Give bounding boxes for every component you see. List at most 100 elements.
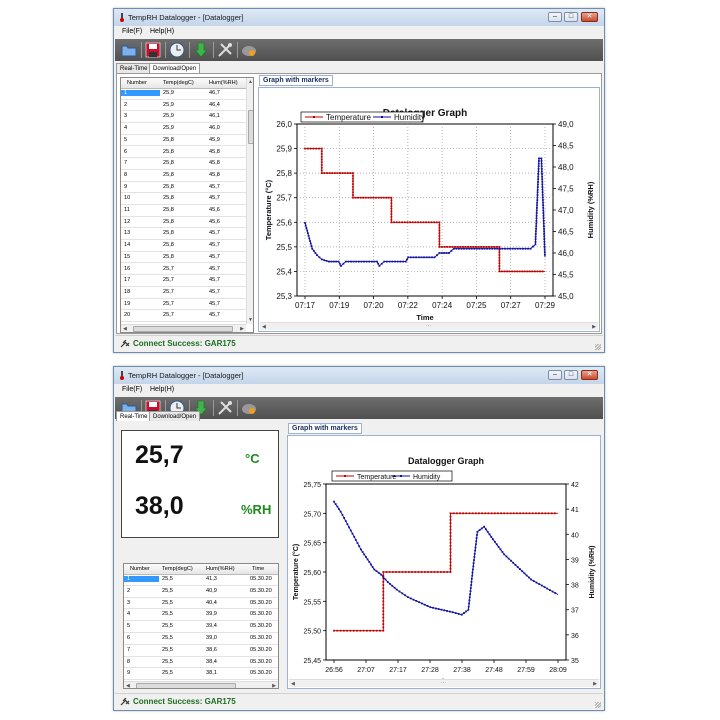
graph-horizontal-scrollbar[interactable]: ◀ ⋯ ▶ [260,322,598,330]
resize-grip[interactable] [595,344,601,350]
menu-help[interactable]: Help(H) [150,28,175,35]
scroll-left-arrow-icon[interactable]: ◀ [262,324,266,330]
menu-file[interactable]: File(F) [122,386,143,393]
maximize-button[interactable]: □ [564,370,578,380]
scroll-thumb[interactable] [248,110,253,144]
column-header-hum[interactable]: Hum(%RH) [209,80,238,86]
table-horizontal-scrollbar[interactable]: ◀ ▶ [121,324,246,332]
table-row[interactable]: 3 25,5 40,4 05.30.20 [124,598,278,610]
menu-file[interactable]: File(F) [122,28,143,35]
graph-group-label: Graph with markers [288,423,362,434]
table-horizontal-scrollbar[interactable]: ◀ ▶ [124,681,278,689]
table-row[interactable]: 2 25,9 46,4 [121,100,246,112]
table-row[interactable]: 12 25,8 45,6 [121,217,246,229]
menu-help[interactable]: Help(H) [150,386,175,393]
table-row[interactable]: 14 25,8 45,7 [121,240,246,252]
data-point [486,247,488,250]
data-point [528,270,531,273]
tab-download-open[interactable]: Download/Open [149,63,201,74]
column-header-hum[interactable]: Hum(%RH) [206,566,235,572]
column-header-number[interactable]: Number [130,566,150,572]
close-button[interactable]: ✕ [581,12,598,22]
table-row[interactable]: 11 25,8 45,6 [121,205,246,217]
graph-horizontal-scrollbar[interactable]: ◀ ⋯ ▶ [289,679,599,687]
table-row[interactable]: 17 25,7 45,7 [121,275,246,287]
toolbar [115,39,603,61]
table-row[interactable]: 1 25,5 41,3 05.30.20 [124,574,278,586]
close-button[interactable]: ✕ [581,370,598,380]
table-row[interactable]: 18 25,7 45,7 [121,287,246,299]
table-cell: 17 [124,277,131,284]
open-folder-icon[interactable] [121,42,137,58]
table-row[interactable]: 10 25,8 45,7 [121,193,246,205]
column-header-temp[interactable]: Temp(degC) [162,566,193,572]
scroll-thumb[interactable] [133,326,233,332]
table-row[interactable]: 6 25,8 45,8 [121,147,246,159]
column-header-time[interactable]: Time [252,566,265,572]
table-row[interactable]: 6 25,5 39,0 05.30.20 [124,633,278,645]
y-axis-tick-label: 25,60 [303,570,321,577]
table-row[interactable]: 8 25,5 38,4 05.30.20 [124,657,278,669]
column-header-temp[interactable]: Temp(degC) [163,80,194,86]
data-point [403,221,406,224]
clock-icon[interactable] [169,42,185,58]
data-point [540,157,543,160]
scroll-right-arrow-icon[interactable]: ▶ [593,681,597,687]
table-row[interactable]: 1 25,9 46,7 [121,88,246,100]
data-point [412,598,415,601]
table-row[interactable]: 9 25,8 45,7 [121,182,246,194]
minimize-button[interactable]: – [548,12,562,22]
maximize-button[interactable]: □ [564,12,578,22]
tab-download-open[interactable]: Download/Open [149,411,201,421]
table-cell: 41,3 [206,576,217,582]
table-cell: 25,7 [163,277,174,284]
table-cell: 25,8 [163,230,174,237]
tab-real-time[interactable]: Real-Time [116,63,152,73]
data-point [532,245,534,248]
table-row[interactable]: 20 25,7 45,7 [121,310,246,322]
scroll-down-arrow-icon[interactable]: ▼ [248,317,253,323]
scroll-up-arrow-icon[interactable]: ▲ [248,79,253,85]
table-vertical-scrollbar[interactable]: ▲ ▼ [246,78,253,324]
table-cell: 45,8 [209,148,220,155]
scroll-right-arrow-icon[interactable]: ▶ [272,683,276,689]
tools-icon[interactable] [217,42,233,58]
scroll-thumb-grip-icon[interactable]: ⋯ [441,680,446,686]
table-row[interactable]: 15 25,8 45,7 [121,252,246,264]
scroll-left-arrow-icon[interactable]: ◀ [123,326,127,332]
column-header-number[interactable]: Number [127,80,147,86]
data-point [542,201,544,204]
data-point [443,246,446,248]
scroll-left-arrow-icon[interactable]: ◀ [126,683,130,689]
table-row[interactable]: 19 25,7 45,7 [121,299,246,311]
table-row[interactable]: 7 25,5 38,6 05.30.20 [124,645,278,657]
scroll-right-arrow-icon[interactable]: ▶ [240,326,244,332]
table-row[interactable]: 9 25,5 38,1 05.30.20 [124,668,278,681]
table-row[interactable]: 4 25,9 46,0 [121,123,246,135]
table-row[interactable]: 2 25,5 40,9 05.30.20 [124,586,278,598]
table-row[interactable]: 5 25,5 39,4 05.30.20 [124,621,278,633]
settings-icon[interactable] [241,42,257,58]
table-row[interactable]: 7 25,8 45,8 [121,158,246,170]
settings-icon[interactable] [241,400,257,416]
table-row[interactable]: 4 25,5 39,9 05.30.20 [124,609,278,622]
resize-grip[interactable] [595,702,601,708]
data-point [312,147,315,150]
table-row[interactable]: 16 25,7 45,7 [121,264,246,276]
table-cell: 05.30.20 [250,587,272,594]
download-icon[interactable] [193,42,209,58]
scroll-right-arrow-icon[interactable]: ▶ [592,324,596,330]
scroll-thumb-grip-icon[interactable]: ⋯ [426,323,431,329]
tools-icon[interactable] [217,400,233,416]
table-row[interactable]: 13 25,8 45,7 [121,228,246,241]
data-point [309,147,312,150]
table-cell: 46,7 [209,90,220,96]
scroll-left-arrow-icon[interactable]: ◀ [291,681,295,687]
table-row[interactable]: 5 25,8 45,9 [121,135,246,147]
save-icon[interactable] [145,42,161,58]
legend-entry: Temperature [326,113,371,122]
scroll-thumb[interactable] [136,683,236,688]
table-row[interactable]: 3 25,9 46,1 [121,111,246,124]
minimize-button[interactable]: – [548,370,562,380]
table-row[interactable]: 8 25,8 45,8 [121,170,246,182]
